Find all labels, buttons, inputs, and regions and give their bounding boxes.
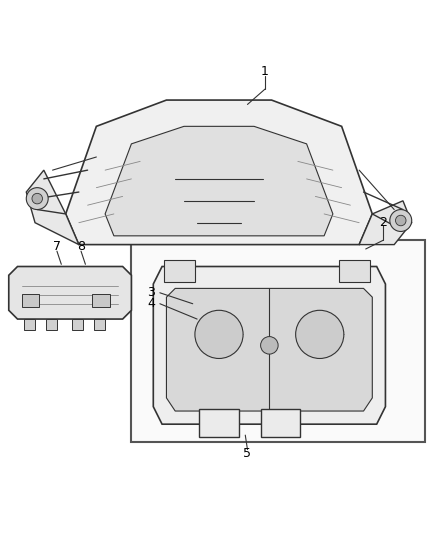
Text: 5: 5 (244, 448, 251, 461)
FancyBboxPatch shape (46, 319, 57, 330)
Polygon shape (9, 266, 131, 319)
Polygon shape (359, 201, 412, 245)
Text: 8: 8 (77, 240, 85, 253)
Circle shape (390, 209, 412, 231)
Text: 7: 7 (53, 240, 61, 253)
Circle shape (396, 215, 406, 226)
Circle shape (296, 310, 344, 359)
FancyBboxPatch shape (164, 260, 195, 282)
FancyBboxPatch shape (24, 319, 35, 330)
Text: 4: 4 (147, 297, 155, 310)
Circle shape (26, 188, 48, 209)
FancyBboxPatch shape (199, 409, 239, 437)
Circle shape (195, 310, 243, 359)
Polygon shape (66, 100, 372, 245)
FancyBboxPatch shape (131, 240, 425, 442)
Polygon shape (105, 126, 333, 236)
FancyBboxPatch shape (72, 319, 83, 330)
Polygon shape (153, 266, 385, 424)
Circle shape (261, 336, 278, 354)
FancyBboxPatch shape (261, 409, 300, 437)
FancyBboxPatch shape (339, 260, 370, 282)
Circle shape (32, 193, 42, 204)
FancyBboxPatch shape (92, 294, 110, 307)
Polygon shape (26, 170, 79, 245)
FancyBboxPatch shape (22, 294, 39, 307)
Polygon shape (166, 288, 372, 411)
Text: 3: 3 (147, 286, 155, 300)
Text: 2: 2 (379, 216, 387, 229)
FancyBboxPatch shape (94, 319, 105, 330)
Text: 1: 1 (261, 65, 269, 78)
